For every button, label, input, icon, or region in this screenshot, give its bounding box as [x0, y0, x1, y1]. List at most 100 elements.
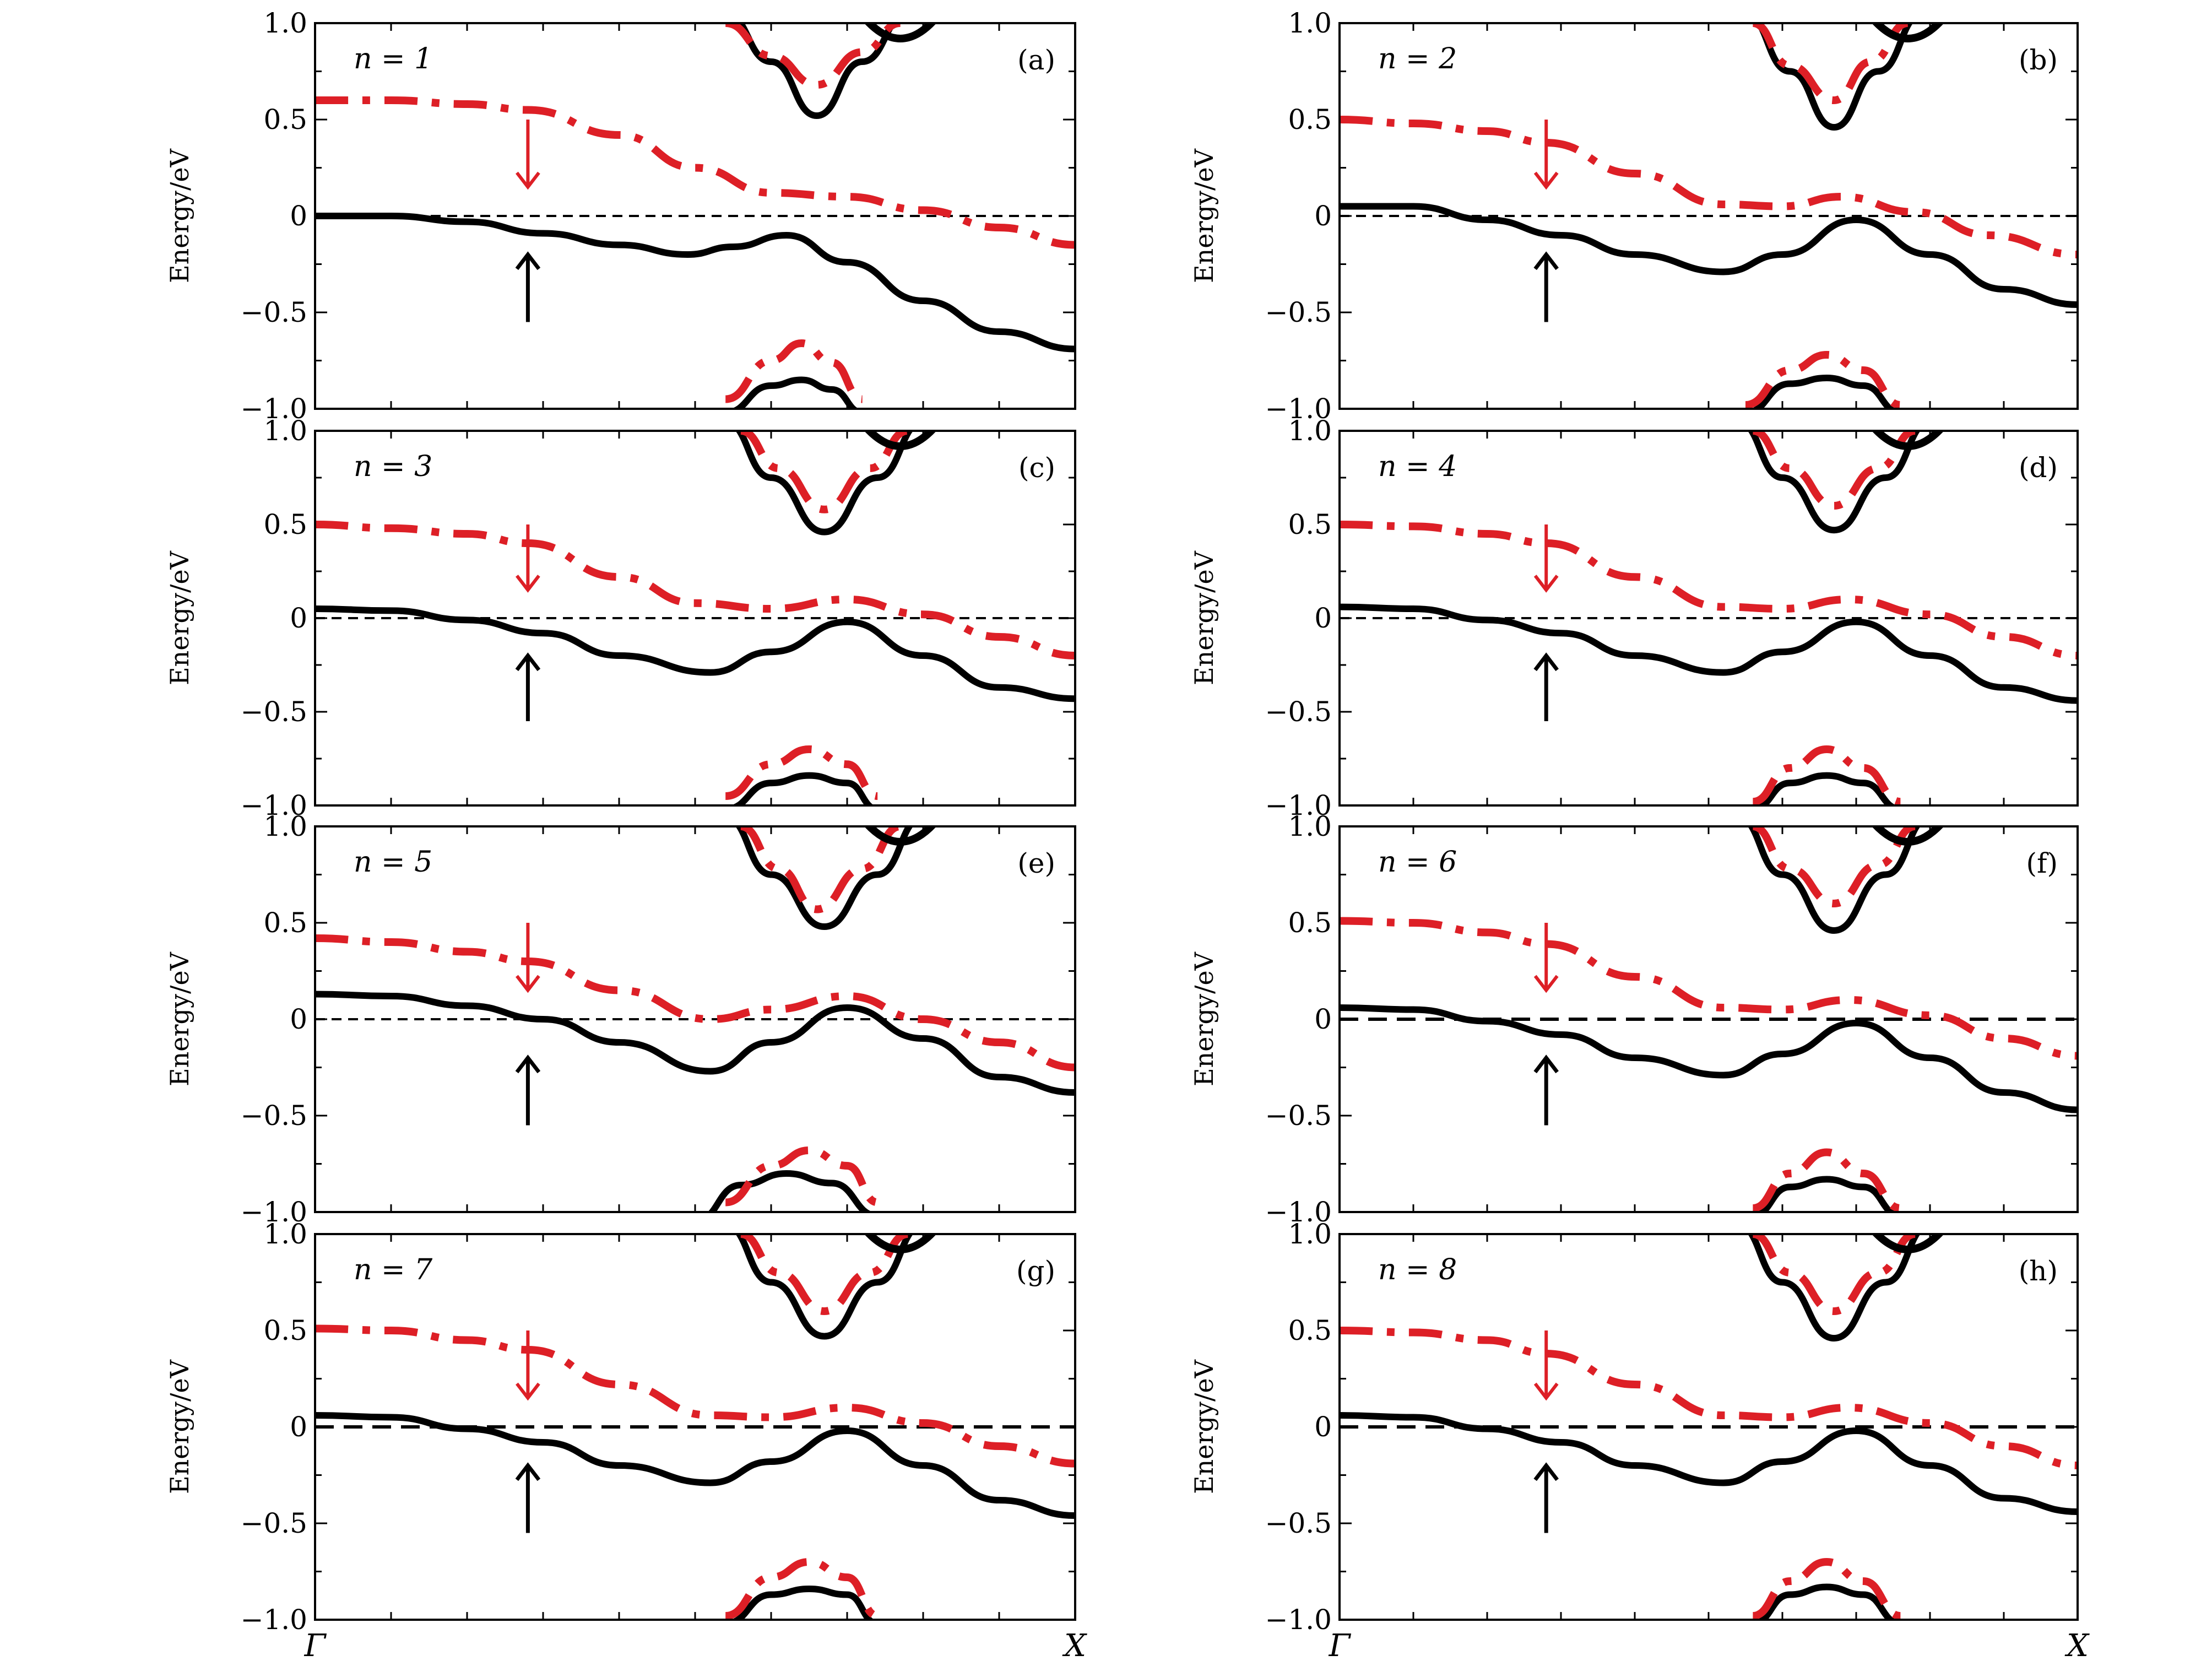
- red-dashdot-band-5: [1745, 351, 1901, 409]
- y-tick-label: −1.0: [241, 393, 307, 425]
- x-tick-label-x: X: [2064, 1628, 2090, 1664]
- x-tick-label-x: X: [1062, 1628, 1087, 1664]
- y-tick-label: −0.5: [1265, 696, 1332, 728]
- y-tick-label: 0: [1314, 1003, 1332, 1035]
- upper-band-pocket: [1872, 431, 1944, 450]
- n-value-label: n = 6: [1378, 846, 1457, 879]
- y-tick-label: −0.5: [1265, 1100, 1332, 1132]
- red-arrow-head: [516, 171, 540, 190]
- y-tick-label: 0.5: [1288, 907, 1332, 939]
- plot-frame: [314, 430, 1076, 807]
- black-solid-band-0: [315, 1412, 1075, 1519]
- black-solid-band-2: [735, 1234, 914, 1340]
- red-dashdot-band-5: [725, 745, 879, 800]
- y-tick-label: 1.0: [263, 7, 307, 39]
- y-tick-label: −1.0: [241, 1196, 307, 1228]
- n-value-label: n = 2: [1378, 42, 1457, 75]
- black-solid-band-2: [1755, 23, 1913, 131]
- plot-frame: [1338, 1233, 2079, 1621]
- upper-band-pocket: [1872, 23, 1944, 42]
- red-dashdot-band-3: [725, 23, 901, 89]
- n-value-label: n = 8: [1378, 1253, 1457, 1286]
- red-arrow-head: [516, 1382, 540, 1401]
- red-dashdot-band-1: [1340, 521, 2078, 659]
- panel-letter-label: (e): [1017, 847, 1055, 879]
- y-tick-label: 1.0: [1288, 1218, 1332, 1250]
- panel-d: 1.0 0.5 0 −0.5 −1.0 n = 4 (d) Energy/eV: [1189, 415, 2079, 821]
- black-solid-band-4: [730, 1586, 875, 1620]
- curves-group: [315, 826, 1075, 1212]
- y-tick-label: −0.5: [1265, 1507, 1332, 1539]
- panel-letter-label: (g): [1016, 1255, 1055, 1287]
- panel-g: 1.0 0.5 0 −0.5 −1.0 n = 7 (g) Energy/eV Γ X: [165, 1218, 1087, 1664]
- upper-band-pocket: [1872, 1234, 1944, 1253]
- y-tick-label: −0.5: [1265, 296, 1332, 328]
- y-axis-label: Energy/eV: [1189, 951, 1219, 1086]
- curves-group: [315, 431, 1075, 805]
- n-value-label: n = 4: [1378, 450, 1457, 483]
- panel-letter-label: (c): [1018, 452, 1055, 484]
- y-tick-label: −1.0: [1265, 789, 1332, 821]
- panel-letter-label: (b): [2019, 44, 2058, 76]
- black-solid-band-4: [707, 1170, 874, 1212]
- black-arrow-head: [515, 251, 541, 271]
- y-axis-label: Energy/eV: [165, 951, 194, 1086]
- plot-frame: [1338, 825, 2079, 1213]
- x-tick-label-gamma: Γ: [1329, 1628, 1352, 1664]
- y-tick-label: 0.5: [263, 509, 307, 540]
- black-solid-band-4: [1756, 772, 1897, 805]
- black-solid-band-2: [736, 23, 897, 119]
- red-arrow-head: [516, 975, 540, 993]
- red-dashdot-band-1: [1340, 917, 2078, 1060]
- black-solid-band-4: [1756, 1176, 1897, 1212]
- black-solid-band-0: [1340, 603, 2078, 704]
- black-solid-band-4: [730, 772, 875, 805]
- red-arrow-head: [1533, 1382, 1559, 1401]
- y-tick-label: 0: [1314, 602, 1332, 634]
- curves-group: [1340, 1234, 2078, 1620]
- red-arrow-head: [1533, 575, 1559, 593]
- upper-band-pocket: [864, 431, 936, 450]
- panel-letter-label: (d): [2019, 452, 2058, 484]
- y-tick-label: −1.0: [1265, 1196, 1332, 1228]
- y-axis-label: Energy/eV: [1189, 550, 1219, 685]
- y-tick-label: 1.0: [1288, 7, 1332, 39]
- y-tick-label: −0.5: [241, 1100, 307, 1132]
- panel-letter-label: (f): [2026, 847, 2058, 879]
- red-arrow-head: [1533, 975, 1559, 993]
- y-tick-label: 0: [290, 200, 307, 232]
- black-arrow-head: [1533, 251, 1559, 271]
- black-arrow-head: [515, 1462, 541, 1481]
- black-solid-band-4: [1750, 375, 1897, 409]
- panel-letter-label: (a): [1017, 44, 1055, 76]
- red-arrow-head: [516, 575, 540, 593]
- n-value-label: n = 5: [354, 846, 432, 879]
- n-value-label: n = 1: [354, 42, 432, 75]
- panel-e: 1.0 0.5 0 −0.5 −1.0 n = 5 (e) Energy/eV: [165, 810, 1076, 1228]
- black-solid-band-2: [735, 431, 914, 536]
- black-solid-band-0: [1340, 1004, 2078, 1113]
- y-tick-label: 0: [290, 1411, 307, 1443]
- red-dashdot-band-3: [740, 826, 901, 913]
- y-tick-label: 1.0: [1288, 415, 1332, 447]
- plot-frame: [1338, 430, 2079, 807]
- red-dashdot-band-5: [1752, 1148, 1901, 1212]
- black-arrow-head: [515, 1054, 541, 1074]
- black-solid-band-2: [1747, 826, 1921, 934]
- y-tick-label: 0: [290, 1003, 307, 1035]
- y-tick-label: 1.0: [1288, 810, 1332, 842]
- red-dashdot-band-5: [1752, 745, 1901, 805]
- red-dashdot-band-1: [1340, 1327, 2078, 1469]
- black-arrow-head: [515, 652, 541, 672]
- panel-b: 1.0 0.5 0 −0.5 −1.0 n = 2 (b) Energy/eV: [1189, 7, 2079, 425]
- red-dashdot-band-3: [740, 431, 909, 513]
- y-tick-label: 1.0: [263, 810, 307, 842]
- red-dashdot-band-1: [315, 521, 1075, 659]
- n-value-label: n = 7: [354, 1253, 433, 1286]
- plot-frame: [1338, 22, 2079, 410]
- y-axis-label: Energy/eV: [1189, 1359, 1219, 1494]
- curves-group: [1340, 826, 2078, 1212]
- red-dashdot-band-3: [1752, 1234, 1916, 1315]
- red-arrow-head: [1533, 171, 1559, 190]
- y-axis-label: Energy/eV: [165, 550, 194, 685]
